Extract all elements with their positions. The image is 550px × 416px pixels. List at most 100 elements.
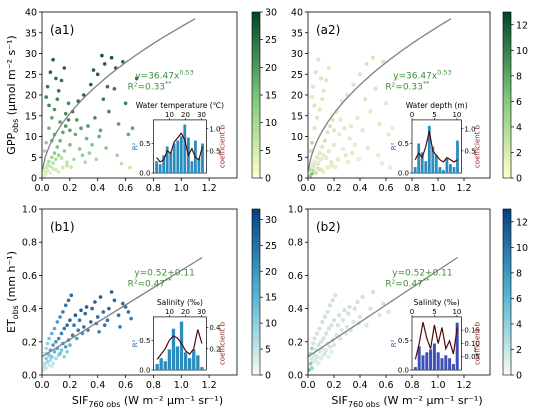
- inset-r2-bar: [172, 143, 176, 173]
- data-point: [352, 306, 357, 311]
- data-point: [341, 146, 346, 151]
- data-point: [83, 160, 87, 164]
- inset-right-label: coefficient b: [218, 321, 226, 365]
- data-point: [311, 168, 316, 173]
- data-point: [55, 145, 60, 149]
- inset-left-tick-label: 0.0: [398, 170, 409, 178]
- equation-main: y=0.52+0.11: [392, 268, 453, 278]
- data-point: [109, 55, 114, 60]
- colorbar-tick-label: 30: [265, 215, 277, 226]
- inset-r2-bar: [192, 349, 196, 371]
- equation-text: y=36.47x0.53: [393, 68, 451, 81]
- data-point: [346, 311, 351, 316]
- y-tick-label: 15: [25, 111, 37, 122]
- data-point: [344, 92, 350, 98]
- data-point: [342, 126, 347, 131]
- data-point: [116, 122, 121, 126]
- x-tick-label: 0.6: [118, 380, 133, 391]
- data-point: [45, 341, 50, 346]
- data-point: [330, 298, 335, 303]
- data-point: [311, 84, 316, 89]
- inset-right-label: coefficient b: [473, 321, 481, 365]
- data-point: [100, 53, 104, 58]
- y-tick-label: 10: [25, 132, 37, 143]
- x-tick-label: 0.0: [34, 380, 49, 391]
- data-point: [380, 161, 385, 166]
- data-point: [368, 306, 373, 311]
- data-point: [317, 107, 322, 112]
- colorbar-tick-label: 10: [265, 319, 277, 330]
- colorbar-tick-label: 10: [265, 118, 277, 129]
- data-point: [128, 165, 132, 170]
- x-tick-label: 0.4: [90, 380, 105, 391]
- colorbar-tick-label: 5: [265, 146, 271, 157]
- data-point: [84, 136, 89, 141]
- colorbar-tick-label: 20: [265, 63, 277, 74]
- y-tick-label: 5: [297, 153, 303, 164]
- data-point: [54, 76, 58, 81]
- data-point: [62, 149, 67, 153]
- data-point: [68, 143, 72, 147]
- colorbar-tick-label: 20: [265, 267, 277, 278]
- axes-frame: [41, 208, 238, 376]
- data-point: [348, 124, 353, 129]
- data-point: [48, 164, 53, 169]
- inset-top-tick-label: 20: [181, 111, 190, 119]
- data-point: [360, 294, 365, 300]
- data-point: [47, 126, 51, 130]
- data-point: [50, 116, 54, 120]
- inset-r2-bar: [417, 346, 421, 370]
- y-tick-label: 35: [291, 28, 303, 39]
- equation-main: y=36.47x: [135, 71, 180, 81]
- data-point: [315, 354, 320, 359]
- y-axis-label-sub: obs: [11, 119, 20, 133]
- data-point: [312, 126, 317, 131]
- data-point: [65, 160, 69, 164]
- colorbar-tick-label: 10: [516, 46, 528, 57]
- data-point: [338, 117, 343, 122]
- x-tick-label: 0.8: [146, 380, 161, 391]
- r2-significance: **: [165, 79, 172, 87]
- data-point: [101, 97, 106, 101]
- data-point: [52, 350, 57, 354]
- data-point: [339, 328, 344, 333]
- inset-r2-bar: [440, 358, 444, 370]
- data-point: [105, 318, 110, 323]
- data-point: [118, 325, 122, 329]
- y-axis-label-unit: (mm h⁻¹): [5, 251, 18, 305]
- data-point: [315, 331, 320, 336]
- data-point: [320, 319, 325, 324]
- inset-r2-bar: [413, 167, 417, 173]
- data-point: [312, 336, 317, 341]
- y-tick-label: 5: [31, 153, 37, 164]
- data-point: [316, 361, 321, 366]
- data-point: [343, 153, 348, 158]
- inset-left-tick-label: 0.5: [398, 140, 409, 148]
- inset-right-tick-label: 1.0: [209, 125, 220, 133]
- data-point: [56, 89, 61, 93]
- data-point: [329, 323, 334, 328]
- data-point: [65, 163, 69, 168]
- inset-r2-bar: [432, 343, 436, 371]
- data-point: [123, 101, 128, 106]
- data-point: [90, 143, 94, 147]
- data-point: [347, 136, 352, 141]
- data-point: [56, 336, 61, 341]
- data-point: [119, 161, 124, 166]
- inset-left-label: R²: [390, 142, 398, 150]
- r2-main: R²=0.47: [128, 279, 165, 289]
- inset-left-label: R²: [131, 339, 139, 347]
- inset-top-tick-label: 0: [410, 308, 414, 316]
- data-point: [326, 326, 331, 331]
- data-point: [386, 132, 391, 137]
- data-point: [321, 336, 326, 341]
- x-tick-label: 0.4: [90, 183, 105, 194]
- inset-r2-bar: [427, 125, 431, 173]
- colorbar-tick-label: 12: [516, 217, 528, 228]
- data-point: [126, 310, 131, 314]
- inset-right-label: coefficient b: [473, 124, 481, 168]
- data-point: [364, 61, 369, 66]
- data-point: [351, 82, 356, 87]
- r2-text: R²=0.47**: [128, 276, 173, 289]
- data-point: [82, 325, 86, 329]
